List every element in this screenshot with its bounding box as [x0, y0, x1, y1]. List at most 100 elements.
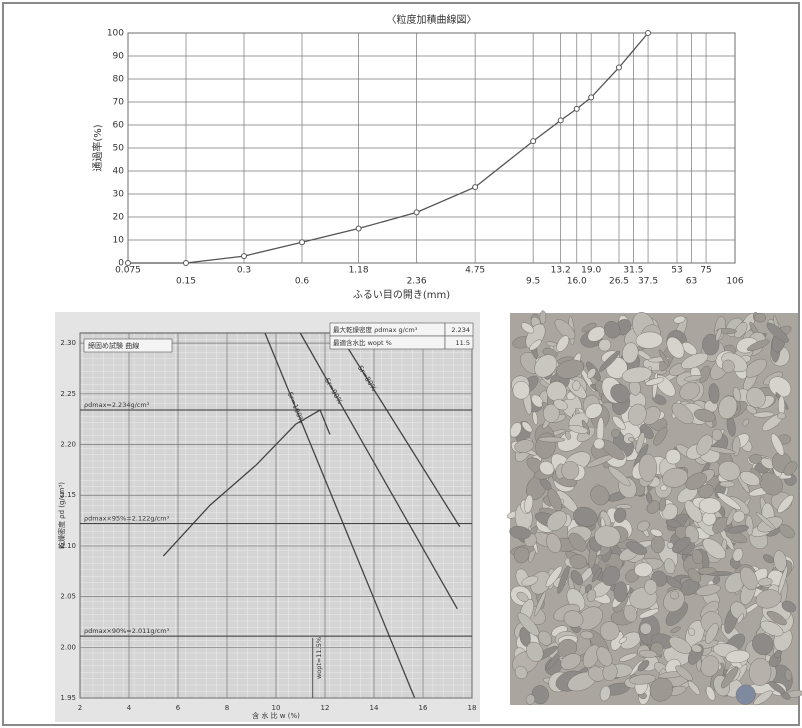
pebble	[626, 541, 648, 555]
data-point	[588, 94, 595, 101]
pebble	[784, 669, 793, 681]
pebble	[768, 376, 792, 398]
pebble	[753, 690, 773, 706]
pebble	[670, 626, 681, 634]
pebble	[573, 506, 598, 527]
title-box	[83, 338, 173, 353]
pebble	[721, 666, 739, 689]
pebble	[556, 359, 584, 379]
data-point	[472, 184, 479, 191]
pebble	[718, 461, 741, 481]
pebble	[646, 500, 660, 514]
pebble	[639, 622, 652, 635]
y-tick-label: 80	[113, 75, 125, 85]
x-tick-label: 37.5	[638, 277, 658, 287]
info-label: 最適含水比 wopt %	[333, 338, 392, 347]
pebble	[622, 342, 639, 364]
x-tick-label: 2	[78, 704, 82, 712]
pebble	[560, 653, 582, 670]
pebble	[766, 322, 789, 343]
reference-label: ρdmax=2.234g/cm³	[84, 401, 150, 409]
pebble	[748, 454, 763, 464]
pebble	[546, 510, 567, 531]
y-tick-label: 10	[113, 236, 125, 246]
data-point	[615, 64, 622, 71]
data-point	[530, 138, 537, 145]
pebble	[570, 570, 583, 586]
x-tick-label: 2.36	[407, 277, 427, 287]
pebble	[691, 644, 703, 653]
data-line	[299, 332, 458, 610]
pebble	[687, 680, 701, 695]
pebble	[697, 567, 717, 575]
pebble	[728, 525, 749, 534]
pebble	[702, 333, 720, 356]
pebble	[679, 382, 700, 401]
pebble	[539, 461, 555, 476]
pebble	[652, 394, 667, 405]
y-tick-label: 1.95	[60, 694, 76, 702]
pebble	[638, 608, 659, 619]
pebble	[509, 422, 522, 438]
pebble	[719, 480, 735, 488]
pebble	[665, 519, 681, 529]
pebble	[717, 492, 741, 511]
pebble	[621, 366, 652, 383]
data-line	[264, 332, 416, 699]
pebble	[645, 377, 665, 386]
pebble	[774, 649, 782, 659]
pebble	[666, 336, 685, 359]
pebble	[545, 341, 557, 347]
x-tick-label: 26.5	[609, 277, 629, 287]
pebble	[608, 466, 631, 487]
pebble	[650, 535, 665, 554]
pebble	[538, 436, 566, 443]
x-tick-label: 63	[686, 277, 697, 287]
pebble	[532, 411, 538, 426]
pebble	[619, 652, 638, 662]
pebble	[748, 658, 772, 686]
pebble	[732, 435, 741, 457]
data-line	[337, 332, 461, 527]
pebble	[705, 622, 719, 644]
pebble	[693, 408, 716, 423]
y-tick-label: 30	[113, 190, 125, 200]
pebble	[675, 665, 693, 681]
pebble	[673, 315, 686, 324]
pebble	[696, 434, 713, 456]
pebble	[711, 428, 723, 441]
x-tick-label: 16	[419, 704, 428, 712]
pebble	[513, 546, 530, 564]
pebble	[698, 484, 715, 499]
pebble	[681, 352, 709, 370]
pebble	[746, 339, 770, 352]
pebble	[593, 438, 605, 450]
pebble	[568, 532, 587, 552]
pebble	[602, 663, 618, 682]
pebble	[581, 322, 597, 333]
pebble	[767, 610, 787, 626]
pebble	[546, 381, 567, 402]
pebble	[653, 427, 668, 446]
pebble	[635, 432, 645, 453]
pebble	[517, 612, 540, 636]
pebble	[670, 590, 680, 600]
pebble	[554, 319, 576, 340]
data-point	[241, 253, 248, 260]
x-tick-label: 12	[321, 704, 330, 712]
x-tick-label: 13.2	[551, 266, 571, 276]
pebble	[611, 429, 621, 438]
pebble	[521, 322, 535, 334]
info-label: 最大乾燥密度 ρdmax g/cm³	[333, 325, 418, 334]
pebble	[740, 566, 758, 591]
y-tick-label: 0	[118, 259, 124, 269]
pebble	[660, 484, 668, 491]
pebble	[638, 453, 658, 482]
pebble	[585, 403, 603, 419]
x-tick-label: 4	[127, 704, 132, 712]
pebble	[590, 485, 610, 506]
pebble	[612, 415, 626, 430]
pebble	[752, 633, 774, 655]
y-axis-label: 通過率(%)	[91, 124, 104, 171]
pebble	[742, 418, 750, 427]
